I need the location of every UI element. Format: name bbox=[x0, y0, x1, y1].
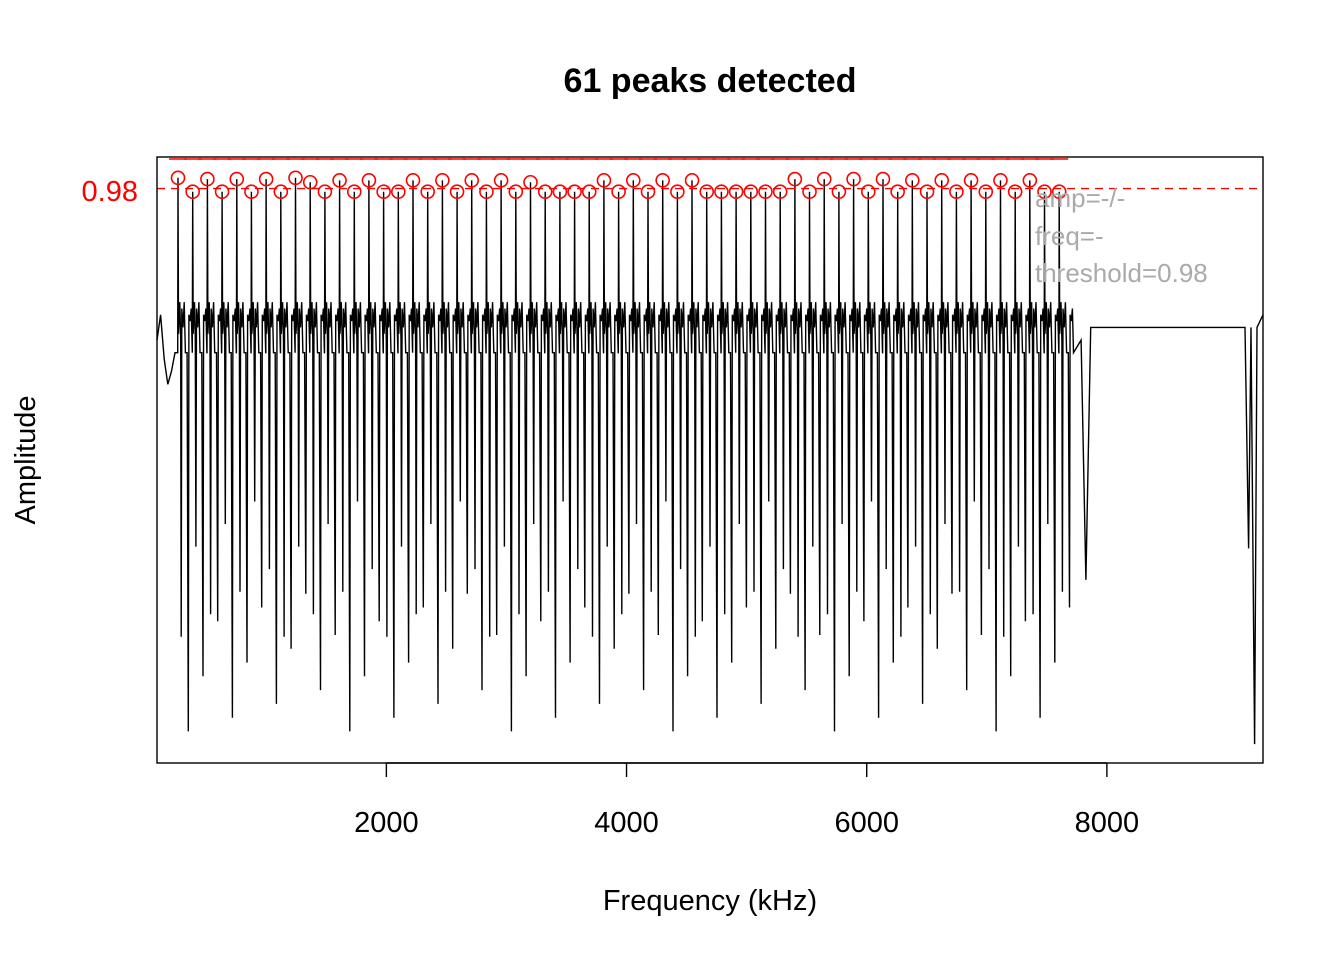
peak-marker bbox=[200, 171, 215, 187]
peak-marker bbox=[670, 184, 685, 200]
peak-marker bbox=[875, 171, 891, 187]
peak-marker bbox=[831, 184, 847, 200]
peak-marker bbox=[361, 173, 377, 188]
x-axis: 2000 4000 6000 8000 bbox=[354, 762, 1140, 839]
peak-marker bbox=[332, 173, 347, 188]
peak-markers bbox=[170, 170, 1067, 200]
peak-marker bbox=[684, 173, 700, 188]
threshold-value-label: 0.98 bbox=[82, 176, 138, 208]
y-axis-title: Amplitude bbox=[10, 396, 42, 525]
chart-title: 61 peaks detected bbox=[564, 62, 857, 100]
amplitude-series-line bbox=[156, 177, 1264, 745]
peak-marker bbox=[890, 184, 905, 200]
x-tick-label: 8000 bbox=[1075, 807, 1140, 839]
peak-marker bbox=[317, 184, 333, 200]
peak-marker bbox=[567, 184, 582, 200]
peak-marker bbox=[993, 173, 1008, 188]
peak-marker bbox=[626, 173, 641, 188]
peak-marker bbox=[537, 184, 553, 200]
x-axis-title: Frequency (kHz) bbox=[603, 885, 817, 917]
peak-marker bbox=[214, 184, 230, 200]
peak-marker bbox=[479, 184, 494, 200]
peak-marker bbox=[596, 173, 612, 188]
peak-marker bbox=[949, 184, 964, 200]
x-tick-label: 2000 bbox=[354, 807, 419, 839]
peak-marker bbox=[346, 184, 362, 200]
peak-marker bbox=[640, 184, 656, 200]
peak-marker bbox=[449, 184, 465, 200]
peak-marker bbox=[758, 184, 773, 200]
peak-marker bbox=[846, 171, 861, 187]
legend-threshold: threshold=0.98 bbox=[1035, 258, 1208, 288]
peak-marker bbox=[185, 184, 201, 200]
peak-marker bbox=[493, 173, 509, 188]
peak-marker bbox=[376, 184, 391, 200]
peak-marker bbox=[244, 184, 259, 200]
peak-marker bbox=[772, 184, 788, 200]
peak-marker bbox=[464, 173, 480, 188]
peak-marker bbox=[714, 184, 729, 200]
peak-marker bbox=[229, 171, 245, 187]
peak-marker bbox=[288, 170, 303, 186]
peak-marker bbox=[963, 173, 979, 188]
peak-marker bbox=[1007, 184, 1023, 200]
legend-amp: amp=-/- bbox=[1035, 183, 1125, 213]
x-tick-label: 4000 bbox=[594, 807, 659, 839]
peak-marker bbox=[391, 184, 406, 200]
peak-marker bbox=[508, 184, 524, 200]
peak-marker bbox=[655, 173, 670, 188]
peak-marker bbox=[258, 171, 274, 187]
x-tick-label: 6000 bbox=[834, 807, 899, 839]
peak-marker bbox=[581, 184, 597, 200]
peak-marker bbox=[302, 174, 318, 190]
peak-marker bbox=[523, 174, 538, 190]
peak-marker bbox=[934, 173, 950, 188]
peak-marker bbox=[1037, 184, 1052, 200]
peak-marker bbox=[978, 184, 994, 200]
peak-marker bbox=[699, 184, 715, 200]
peak-marker bbox=[405, 173, 421, 188]
legend-freq: freq=- bbox=[1035, 221, 1104, 251]
peak-marker bbox=[273, 184, 289, 200]
peak-marker bbox=[552, 184, 568, 200]
peak-marker bbox=[611, 184, 626, 200]
peak-marker bbox=[435, 173, 450, 188]
peak-marker bbox=[420, 184, 435, 200]
peak-marker bbox=[1051, 184, 1067, 200]
peak-marker bbox=[816, 171, 832, 187]
legend: amp=-/- freq=- threshold=0.98 bbox=[1035, 183, 1208, 288]
peak-marker bbox=[743, 184, 759, 200]
peak-marker bbox=[1022, 173, 1038, 188]
peak-marker bbox=[170, 170, 186, 186]
peak-marker bbox=[919, 184, 935, 200]
peak-marker bbox=[787, 171, 803, 187]
peak-marker bbox=[905, 173, 920, 188]
peak-marker bbox=[860, 184, 876, 200]
plot-area bbox=[156, 170, 1264, 745]
peak-marker bbox=[802, 184, 817, 200]
peak-marker bbox=[728, 184, 744, 200]
